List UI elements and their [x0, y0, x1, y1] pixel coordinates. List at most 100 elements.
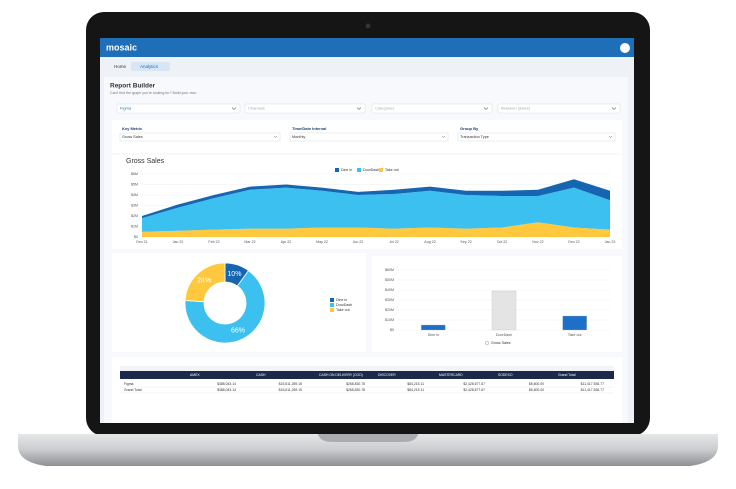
analytics-tab[interactable]	[131, 62, 170, 71]
column-header[interactable]: CASH	[256, 373, 266, 377]
legend-label: Take out	[336, 308, 350, 312]
x-tick-label: Take out	[568, 333, 582, 337]
column-header[interactable]: Grand Total	[558, 373, 576, 377]
table-cell: $388,043.14	[217, 382, 236, 386]
table-cell: Figma	[124, 382, 134, 386]
bar	[491, 290, 517, 331]
column-header[interactable]: SODEXO	[498, 373, 513, 377]
slice-label: 10%	[227, 271, 241, 278]
y-tick-label: $0	[390, 328, 394, 332]
legend-label: Take out	[385, 168, 399, 172]
select-caret	[611, 107, 617, 110]
y-tick-label: $1M	[131, 224, 138, 228]
legend-label: DoorDash	[336, 303, 352, 307]
table-cell: $268,830.78	[346, 382, 365, 386]
report-subtitle: Can't find the graph you're looking for?…	[110, 91, 197, 95]
setting-label: Key Metric	[122, 126, 143, 131]
y-tick-label: $6M	[131, 172, 138, 176]
y-tick-label: $4M	[131, 193, 138, 197]
x-tick-label: Jul 22	[389, 240, 399, 244]
table-cell: $11,417,536.77	[581, 382, 604, 386]
legend-label: Dine in	[336, 298, 347, 302]
y-tick-label: $10M	[385, 318, 394, 322]
x-tick-label: Dec 21	[136, 240, 147, 244]
donut-slice	[184, 270, 266, 344]
slice-label: 66%	[231, 327, 245, 334]
x-tick-label: DoorDash	[496, 333, 512, 337]
x-tick-label: May 22	[316, 240, 328, 244]
y-tick-label: $20M	[385, 308, 394, 312]
legend-swatch	[330, 298, 334, 302]
bar	[562, 315, 587, 331]
analytics-link[interactable]: Analytics	[140, 64, 159, 69]
table-cell: $15,611,269.15	[279, 382, 302, 386]
slice-label: 24%	[197, 278, 211, 285]
table-cell: $15,611,269.15	[279, 388, 302, 392]
legend-label: DoorDash	[363, 168, 379, 172]
x-tick-label: Mar 22	[244, 240, 255, 244]
legend-swatch	[335, 168, 339, 172]
setting-select[interactable]	[289, 132, 449, 142]
x-tick-label: Jan 22	[173, 240, 184, 244]
avatar[interactable]	[620, 43, 630, 53]
table-cell: $388,043.14	[217, 388, 236, 392]
select-caret	[231, 107, 237, 110]
filter-value: Categories	[375, 106, 394, 111]
top-bar	[100, 38, 634, 57]
x-tick-label: Oct 22	[497, 240, 508, 244]
y-tick-label: $30M	[385, 298, 394, 302]
brand[interactable]: mosaic	[106, 42, 137, 52]
x-tick-label: Apr 22	[281, 240, 292, 244]
setting-value: Monthly	[292, 135, 305, 139]
base-notch	[318, 434, 418, 442]
table-cell: $2,428,677.67	[463, 388, 485, 392]
report-title: Report Builder	[110, 83, 156, 90]
select-caret	[441, 135, 446, 138]
column-header[interactable]: DISCOVER	[378, 373, 396, 377]
column-header[interactable]: CASH ON DELIVERY (COD)	[319, 373, 363, 377]
filter-select[interactable]	[116, 103, 241, 114]
setting-value: Gross Sales	[122, 135, 143, 139]
legend-label: Gross Sales	[491, 341, 511, 345]
setting-select[interactable]	[457, 132, 616, 142]
setting-label: Time/Date Interval	[292, 126, 326, 131]
column-header[interactable]: MASTERCARD	[439, 373, 463, 377]
table-header	[120, 371, 614, 379]
x-tick-label: Sep 22	[460, 240, 471, 244]
filter-value: Between (dates)	[501, 106, 531, 111]
table-cell: $84,215.11	[407, 382, 424, 386]
bar	[421, 324, 446, 331]
laptop-base	[18, 434, 718, 466]
x-tick-label: Jun 22	[353, 240, 364, 244]
table-cell: $5,600.00	[529, 388, 544, 392]
legend-swatch	[330, 303, 334, 307]
table-cell: $5,600.00	[529, 382, 544, 386]
y-tick-label: $40M	[385, 288, 394, 292]
setting-label: Group By	[460, 126, 479, 131]
legend-swatch	[357, 168, 361, 172]
filter-select[interactable]	[371, 103, 493, 114]
donut-slice	[184, 262, 226, 303]
table-cell: $84,215.11	[407, 388, 424, 392]
home-link[interactable]: Home	[114, 64, 127, 69]
table-cell: $11,417,536.77	[581, 388, 604, 392]
select-caret	[608, 135, 613, 138]
x-tick-label: Nov 22	[532, 240, 543, 244]
table-cell: $2,428,677.67	[463, 382, 485, 386]
chart-title: Gross Sales	[126, 158, 165, 165]
x-tick-label: Dine in	[428, 333, 439, 337]
y-tick-label: $0	[134, 235, 138, 239]
x-tick-label: Aug 22	[424, 240, 435, 244]
legend-swatch	[330, 308, 334, 312]
setting-select[interactable]	[119, 132, 281, 142]
filter-value: Figma	[120, 106, 132, 111]
filter-select[interactable]	[244, 103, 366, 114]
area-band	[142, 222, 610, 237]
column-header[interactable]: AMEX	[190, 373, 200, 377]
legend-swatch	[379, 168, 383, 172]
setting-value: Transaction Type	[460, 135, 489, 139]
filter-select[interactable]	[497, 103, 621, 114]
y-tick-label: $3M	[131, 203, 138, 207]
y-tick-label: $60M	[385, 268, 394, 272]
